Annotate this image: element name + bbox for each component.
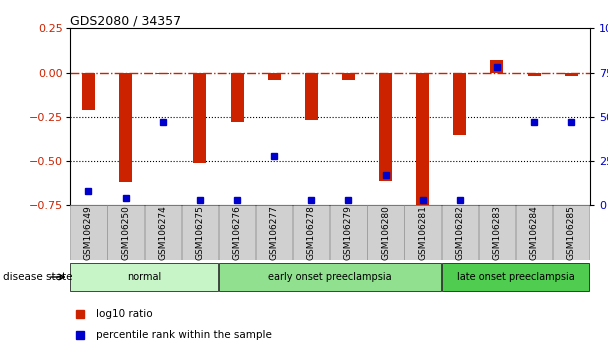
Text: log10 ratio: log10 ratio xyxy=(96,309,153,319)
Bar xyxy=(193,73,206,163)
Bar xyxy=(379,73,392,181)
Text: GSM106285: GSM106285 xyxy=(567,205,576,260)
Bar xyxy=(491,60,503,73)
Text: GSM106279: GSM106279 xyxy=(344,205,353,260)
Bar xyxy=(553,205,589,260)
Text: GSM106277: GSM106277 xyxy=(269,205,278,260)
Text: GSM106280: GSM106280 xyxy=(381,205,390,260)
Bar xyxy=(305,73,318,120)
Text: GSM106284: GSM106284 xyxy=(530,205,539,260)
Bar xyxy=(82,73,95,110)
Bar xyxy=(441,205,478,260)
Bar xyxy=(330,205,367,260)
Bar xyxy=(441,263,589,291)
Bar xyxy=(478,205,515,260)
Bar xyxy=(565,73,578,76)
Text: GSM106276: GSM106276 xyxy=(232,205,241,260)
Text: percentile rank within the sample: percentile rank within the sample xyxy=(96,330,272,341)
Bar xyxy=(230,73,244,122)
Bar xyxy=(256,205,292,260)
Bar xyxy=(404,205,441,260)
Bar xyxy=(219,263,441,291)
Bar xyxy=(156,73,169,74)
Bar xyxy=(119,73,132,182)
Text: GSM106249: GSM106249 xyxy=(84,205,93,260)
Bar xyxy=(71,263,218,291)
Text: late onset preeclampsia: late onset preeclampsia xyxy=(457,272,575,282)
Text: GSM106274: GSM106274 xyxy=(158,205,167,260)
Bar xyxy=(342,73,355,80)
Text: GSM106278: GSM106278 xyxy=(307,205,316,260)
Bar xyxy=(416,73,429,205)
Bar xyxy=(454,73,466,135)
Bar xyxy=(219,205,255,260)
Bar xyxy=(145,205,181,260)
Bar xyxy=(182,205,218,260)
Text: GSM106283: GSM106283 xyxy=(492,205,502,260)
Text: GSM106282: GSM106282 xyxy=(455,205,465,260)
Text: early onset preeclampsia: early onset preeclampsia xyxy=(268,272,392,282)
Text: normal: normal xyxy=(127,272,161,282)
Bar xyxy=(268,73,281,80)
Text: disease state: disease state xyxy=(3,272,72,282)
Text: GSM106250: GSM106250 xyxy=(121,205,130,260)
Text: GDS2080 / 34357: GDS2080 / 34357 xyxy=(70,14,181,27)
Text: GSM106275: GSM106275 xyxy=(195,205,204,260)
Bar xyxy=(293,205,330,260)
Bar xyxy=(108,205,144,260)
Bar xyxy=(71,205,106,260)
Bar xyxy=(516,205,552,260)
Text: GSM106281: GSM106281 xyxy=(418,205,427,260)
Bar xyxy=(367,205,404,260)
Bar xyxy=(528,73,541,76)
